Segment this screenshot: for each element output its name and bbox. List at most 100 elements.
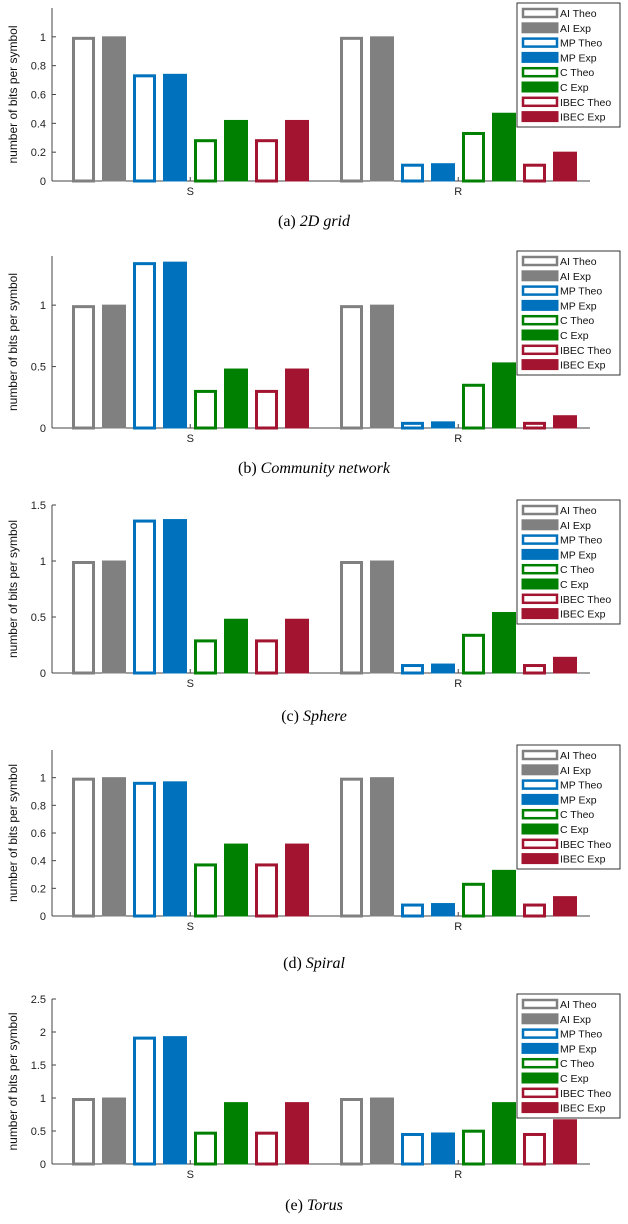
- legend-label: MP Exp: [560, 52, 597, 64]
- bar-c-theo: [194, 389, 217, 430]
- legend-swatch: [521, 1087, 559, 1099]
- bar-ibec-exp: [553, 1119, 577, 1165]
- bar-c-theo: [194, 1131, 217, 1166]
- x-tick-label: S: [187, 433, 194, 445]
- bar-mp-exp: [163, 73, 187, 182]
- y-tick-label: 1.5: [31, 500, 46, 512]
- legend-swatch: [521, 548, 559, 560]
- legend-label: MP Theo: [560, 38, 602, 50]
- bar-ibec-exp: [285, 618, 309, 674]
- bar-mp-theo: [133, 262, 156, 430]
- legend-swatch: [521, 593, 559, 605]
- bar-c-exp: [492, 362, 516, 429]
- bar-ai-exp: [102, 1097, 126, 1165]
- x-tick-label: S: [187, 921, 194, 933]
- legend-swatch: [521, 329, 559, 341]
- bar-c-theo: [462, 633, 485, 675]
- bar-c-exp: [492, 112, 516, 182]
- caption-b: (b) Community network: [0, 460, 628, 478]
- legend-swatch: [521, 779, 559, 790]
- y-tick-label: 1: [40, 300, 46, 312]
- caption-label: (e): [285, 1197, 303, 1214]
- y-tick-label: 0.8: [31, 61, 46, 73]
- bar-ibec-exp: [553, 896, 577, 917]
- bar-mp-theo: [133, 781, 156, 918]
- bar-mp-theo: [401, 1132, 424, 1166]
- bar-ibec-theo: [255, 639, 278, 675]
- legend-swatch: [521, 22, 559, 34]
- y-tick-label: 0: [40, 668, 46, 680]
- legend-label: AI Theo: [560, 8, 597, 20]
- bar-c-exp: [224, 843, 248, 917]
- caption-e: (e) Torus: [0, 1197, 628, 1215]
- legend-swatch: [521, 1028, 559, 1039]
- legend-label: C Exp: [560, 1073, 589, 1085]
- bar-ai-exp: [370, 777, 394, 917]
- legend-label: MP Theo: [560, 535, 602, 547]
- bar-ibec-theo: [255, 139, 278, 183]
- bar-mp-exp: [431, 1132, 455, 1165]
- legend-label: C Theo: [560, 1058, 594, 1070]
- legend-label: IBEC Theo: [560, 97, 611, 109]
- x-tick-label: R: [454, 678, 462, 690]
- bar-c-theo: [194, 139, 217, 183]
- caption-text: Spiral: [305, 955, 345, 972]
- legend-label: MP Exp: [560, 1043, 597, 1055]
- bar-mp-exp: [431, 663, 455, 674]
- caption-label: (b): [238, 460, 257, 477]
- bar-mp-exp: [163, 1036, 187, 1165]
- legend-label: AI Theo: [560, 505, 597, 517]
- bar-mp-exp: [163, 519, 187, 674]
- legend-swatch: [521, 504, 559, 516]
- legend-swatch: [521, 359, 559, 371]
- caption-c: (c) Sphere: [0, 708, 628, 726]
- chart-5: 0 0.5 1 1.5 2 2.5 number of bits per symbol S R A…: [6, 993, 621, 1181]
- legend-label: IBEC Exp: [560, 1103, 606, 1115]
- legend-label: C Theo: [560, 67, 594, 79]
- bar-mp-exp: [163, 261, 187, 429]
- bar-ibec-theo: [523, 903, 546, 918]
- bar-ai-theo: [340, 36, 363, 183]
- bar-c-theo: [462, 1129, 485, 1166]
- caption-label: (d): [283, 955, 302, 972]
- y-tick-label: 0.2: [31, 147, 46, 159]
- legend-label: AI Exp: [560, 23, 591, 35]
- y-tick-label: 0.4: [31, 118, 46, 130]
- caption-text: Community network: [260, 460, 390, 477]
- legend-label: C Exp: [560, 579, 589, 591]
- y-tick-label: 0: [40, 1159, 46, 1171]
- bar-ai-exp: [370, 560, 394, 674]
- bar-c-exp: [492, 612, 516, 674]
- bar-ai-exp: [370, 1097, 394, 1165]
- legend-swatch: [521, 808, 559, 820]
- bar-c-theo: [462, 131, 485, 183]
- y-tick-label: 0.4: [31, 856, 46, 868]
- bar-ai-theo: [72, 561, 95, 675]
- chart-1: 0 0.2 0.4 0.6 0.8 1 number of bits per symbol S…: [6, 2, 621, 198]
- caption-label: (a): [278, 213, 296, 230]
- bar-c-exp: [492, 1102, 516, 1165]
- legend-swatch: [521, 7, 559, 19]
- bar-mp-theo: [133, 519, 156, 675]
- legend-swatch: [521, 853, 559, 865]
- legend-label: IBEC Exp: [560, 854, 606, 866]
- bar-ibec-theo: [255, 389, 278, 430]
- caption-text: 2D grid: [299, 213, 350, 230]
- legend-swatch: [521, 563, 559, 575]
- y-tick-label: 0.6: [31, 828, 46, 840]
- y-tick-label: 1: [40, 773, 46, 785]
- legend-label: IBEC Exp: [560, 112, 606, 124]
- legend-swatch: [521, 764, 559, 776]
- legend-label: IBEC Theo: [560, 594, 611, 606]
- bar-ai-exp: [102, 36, 126, 182]
- bar-c-theo: [194, 863, 217, 918]
- bar-c-exp: [224, 119, 248, 182]
- caption-d: (d) Spiral: [0, 955, 628, 973]
- bar-ibec-theo: [523, 421, 546, 430]
- legend-label: C Theo: [560, 315, 594, 327]
- y-tick-label: 0.5: [31, 612, 46, 624]
- legend-swatch: [521, 255, 559, 267]
- legend-label: C Theo: [560, 809, 594, 821]
- legend-swatch: [521, 578, 559, 590]
- y-axis-label: number of bits per symbol: [6, 764, 20, 902]
